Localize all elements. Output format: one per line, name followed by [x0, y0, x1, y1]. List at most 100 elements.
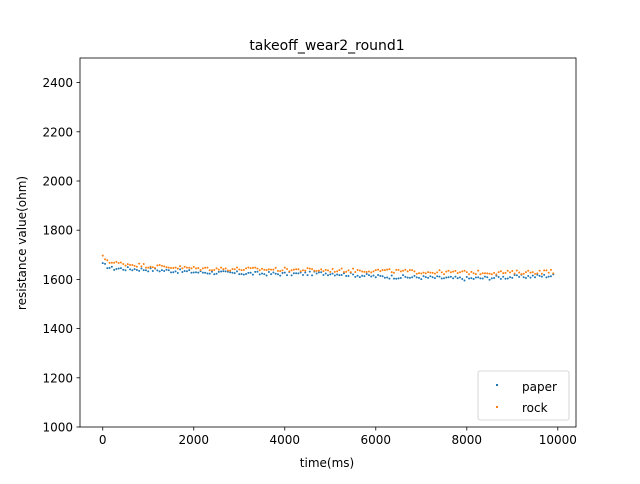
scatter-point-rock	[258, 269, 261, 272]
scatter-point-paper	[377, 274, 380, 277]
scatter-point-paper	[515, 274, 518, 277]
scatter-point-paper	[458, 276, 461, 279]
scatter-point-paper	[138, 269, 141, 272]
scatter-point-paper	[333, 274, 336, 277]
scatter-point-rock	[256, 267, 259, 270]
y-tick-label: 1600	[42, 273, 73, 287]
scatter-point-rock	[392, 271, 395, 274]
scatter-point-rock	[231, 268, 234, 271]
scatter-point-rock	[543, 269, 546, 272]
scatter-point-rock	[217, 268, 220, 271]
scatter-point-paper	[524, 276, 527, 279]
scatter-point-paper	[381, 275, 384, 278]
scatter-point-paper	[363, 275, 366, 278]
scatter-point-rock	[383, 269, 386, 272]
scatter-point-paper	[518, 275, 521, 278]
scatter-point-rock	[290, 269, 293, 272]
scatter-point-paper	[165, 268, 168, 271]
x-axis-ticks: 0 2000 4000 6000 8000 10000	[99, 427, 577, 447]
scatter-point-paper	[133, 268, 136, 271]
scatter-point-paper	[317, 271, 320, 274]
y-axis-label: resistance value(ohm)	[15, 176, 29, 310]
scatter-point-rock	[315, 269, 318, 272]
scatter-point-rock	[511, 269, 514, 272]
scatter-point-rock	[413, 270, 416, 273]
scatter-point-paper	[113, 268, 116, 271]
scatter-point-rock	[304, 269, 307, 272]
scatter-point-paper	[158, 270, 161, 273]
scatter-point-rock	[197, 266, 200, 269]
scatter-point-rock	[279, 270, 282, 273]
scatter-point-rock	[327, 269, 329, 272]
scatter-point-paper	[160, 269, 163, 272]
scatter-point-paper	[438, 275, 441, 278]
scatter-point-paper	[176, 271, 179, 274]
scatter-point-paper	[229, 271, 232, 274]
scatter-point-paper	[308, 270, 311, 273]
scatter-point-rock	[229, 269, 232, 272]
scatter-point-paper	[124, 269, 127, 272]
scatter-point-rock	[213, 269, 216, 272]
scatter-point-paper	[315, 272, 318, 275]
scatter-point-paper	[140, 267, 143, 270]
scatter-point-rock	[286, 268, 289, 271]
scatter-point-rock	[263, 268, 266, 271]
scatter-point-rock	[313, 269, 316, 272]
scatter-point-rock	[411, 269, 414, 272]
scatter-point-paper	[404, 275, 407, 278]
scatter-point-paper	[119, 267, 122, 270]
scatter-point-rock	[238, 268, 241, 271]
scatter-point-rock	[395, 268, 398, 271]
scatter-point-paper	[413, 274, 416, 277]
scatter-point-paper	[372, 274, 375, 277]
scatter-point-paper	[217, 270, 220, 273]
scatter-point-paper	[206, 272, 209, 275]
scatter-point-paper	[522, 276, 525, 279]
scatter-point-paper	[504, 277, 507, 280]
scatter-point-rock	[299, 270, 302, 273]
scatter-point-rock	[363, 270, 366, 273]
scatter-point-paper	[106, 267, 109, 270]
scatter-point-paper	[101, 262, 104, 265]
scatter-point-paper	[483, 275, 486, 278]
x-tick-label: 10000	[539, 433, 577, 447]
scatter-point-paper	[449, 275, 452, 278]
scatter-point-rock	[536, 272, 539, 275]
scatter-point-rock	[545, 269, 548, 272]
legend-label-paper: paper	[522, 380, 557, 394]
scatter-point-rock	[154, 266, 157, 269]
scatter-point-paper	[463, 279, 466, 282]
scatter-point-paper	[213, 273, 216, 276]
scatter-point-rock	[404, 268, 407, 271]
scatter-point-rock	[206, 266, 209, 269]
scatter-point-rock	[431, 271, 434, 274]
scatter-point-paper	[306, 274, 309, 277]
scatter-point-paper	[474, 276, 477, 279]
scatter-point-paper	[172, 271, 175, 274]
scatter-point-rock	[509, 271, 512, 274]
scatter-point-paper	[190, 271, 193, 274]
scatter-point-paper	[490, 277, 493, 280]
scatter-point-paper	[320, 271, 323, 274]
scatter-point-rock	[167, 266, 170, 269]
scatter-point-rock	[317, 269, 320, 272]
scatter-point-paper	[436, 275, 439, 278]
scatter-point-paper	[242, 273, 245, 276]
scatter-point-rock	[133, 264, 136, 267]
scatter-point-paper	[420, 278, 423, 281]
scatter-point-rock	[101, 254, 104, 257]
scatter-point-paper	[427, 276, 430, 279]
scatter-point-paper	[281, 271, 284, 274]
y-tick-label: 2400	[42, 76, 73, 90]
scatter-point-paper	[499, 277, 502, 280]
scatter-point-paper	[263, 273, 266, 276]
legend: paper rock	[477, 370, 570, 421]
scatter-point-rock	[172, 267, 175, 270]
scatter-point-paper	[472, 278, 475, 281]
scatter-point-rock	[183, 265, 186, 268]
scatter-point-rock	[190, 267, 193, 270]
scatter-point-rock	[272, 268, 275, 271]
scatter-point-rock	[456, 271, 459, 274]
scatter-point-rock	[220, 266, 223, 269]
